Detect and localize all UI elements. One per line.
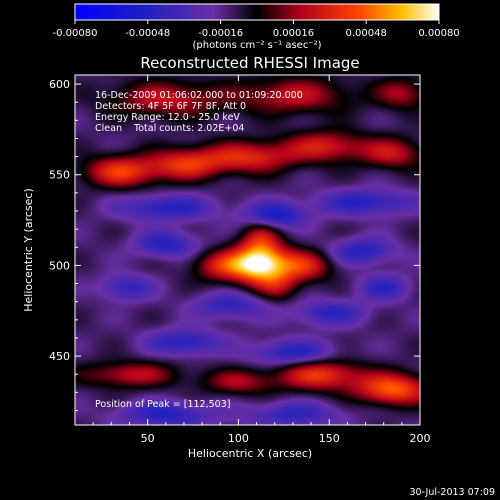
heatmap-area [74, 74, 421, 426]
colorbar-ramp [74, 3, 440, 21]
colorbar-tick-label: 0.00080 [418, 28, 459, 39]
colorbar-tick-label: -0.00048 [125, 28, 170, 39]
x-tick-label: 200 [410, 432, 431, 445]
colorbar-ticks: -0.00080 -0.00048 -0.00016 0.00016 0.00048 0.… [53, 20, 460, 39]
annotation-energy: Energy Range: 12.0 - 25.0 keV [95, 112, 240, 123]
y-tick-label: 600 [49, 78, 70, 91]
y-tick-label: 450 [49, 350, 70, 363]
x-axis: 50 100 150 200 [92, 75, 431, 445]
colorbar-tick-label: 0.00048 [346, 28, 387, 39]
colorbar-tick-label: -0.00016 [198, 28, 243, 39]
annotation-block: 16-Dec-2009 01:06:02.000 to 01:09:20.000… [95, 90, 303, 134]
annotation-counts: Clean Total counts: 2.02E+04 [95, 123, 244, 134]
colorbar-units-label: (photons cm⁻² s⁻¹ asec⁻²) [192, 40, 321, 51]
plot-frame [74, 74, 421, 426]
annotation-detectors: Detectors: 4F 5F 6F 7F 8F, Att 0 [95, 101, 246, 112]
footer-date: 30-Jul-2013 07:09 [409, 487, 495, 498]
y-axis-label: Heliocentric Y (arcsec) [22, 188, 35, 312]
peak-position-label: Position of Peak = [112,503] [95, 399, 230, 410]
x-tick-label: 100 [228, 432, 249, 445]
colorbar-tick-label: 0.00016 [273, 28, 314, 39]
colorbar-tick-label: -0.00080 [53, 28, 98, 39]
chart-title: Reconstructed RHESSI Image [140, 54, 359, 72]
y-axis: 450 500 550 600 [49, 78, 420, 411]
heatmap-image [75, 75, 420, 425]
annotation-time: 16-Dec-2009 01:06:02.000 to 01:09:20.000 [95, 90, 303, 101]
colorbar: -0.00080 -0.00048 -0.00016 0.00016 0.00048 0.… [53, 3, 460, 51]
y-tick-label: 550 [49, 169, 70, 182]
y-tick-label: 500 [49, 259, 70, 272]
x-tick-label: 150 [319, 432, 340, 445]
x-axis-label: Heliocentric X (arcsec) [188, 447, 312, 460]
x-tick-label: 50 [141, 432, 155, 445]
